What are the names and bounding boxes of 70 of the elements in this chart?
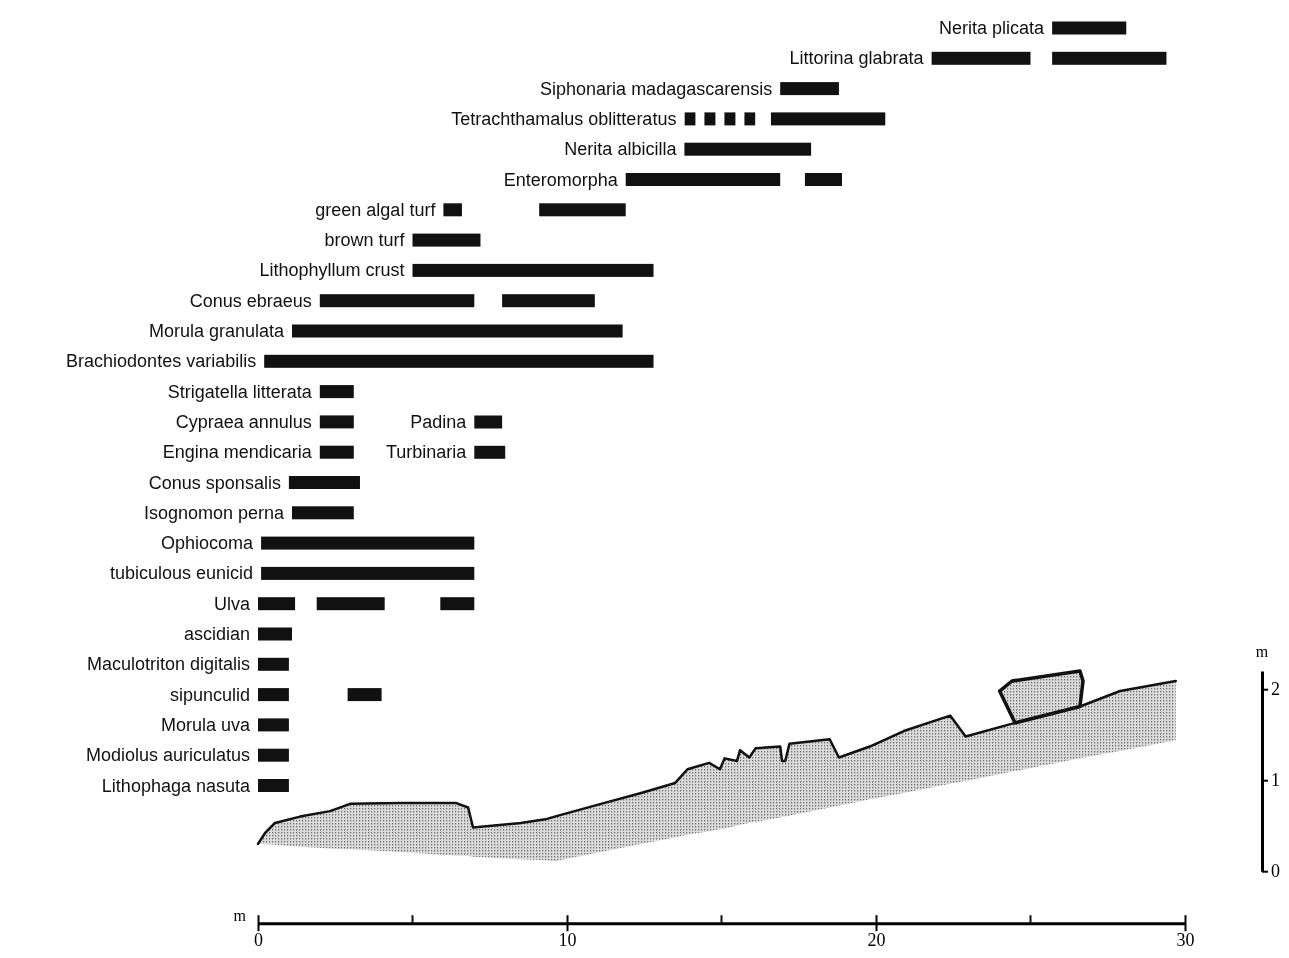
y-tick-label: brown turf xyxy=(324,230,406,251)
bar xyxy=(319,385,354,399)
y-tick-label: Conus sponsalis xyxy=(148,472,281,493)
bar xyxy=(770,112,886,126)
y-tick-label: Isognomon perna xyxy=(143,502,285,523)
y-tick-label: Lithophaga nasuta xyxy=(101,775,251,796)
y-tick-label: Modiolus auriculatus xyxy=(85,745,250,766)
bar xyxy=(804,173,843,186)
bar xyxy=(291,324,623,338)
bar xyxy=(291,506,354,520)
bar xyxy=(264,354,654,368)
y-tick-label: 2 xyxy=(1271,679,1280,700)
y-tick-label: Tetrachthamalus oblitteratus xyxy=(451,108,677,129)
y-tick-label: Ulva xyxy=(213,593,251,614)
y-tick-label: Padina xyxy=(410,411,468,432)
bar xyxy=(412,233,481,247)
bar xyxy=(319,445,354,459)
y-tick-label: Nerita albicilla xyxy=(564,139,678,160)
bar xyxy=(258,657,289,671)
y-tick-label: Turbinaria xyxy=(385,442,468,463)
bar xyxy=(258,688,289,702)
y-tick-label: Morula uva xyxy=(160,714,251,735)
y-tick-label: tubiculous eunicid xyxy=(109,563,254,584)
bar xyxy=(288,476,360,489)
x-tick-label: 20 xyxy=(867,929,886,950)
bar xyxy=(684,112,756,126)
bar xyxy=(316,597,385,611)
y-tick-label: ascidian xyxy=(183,624,250,644)
bar xyxy=(261,536,475,550)
bar xyxy=(319,294,475,308)
y-tick-label: sipunculid xyxy=(169,684,250,705)
bar xyxy=(412,263,654,277)
y-tick-label: Cypraea annulus xyxy=(175,411,312,432)
bar xyxy=(931,51,1031,65)
bar xyxy=(502,294,595,308)
bar xyxy=(1052,21,1127,35)
bar xyxy=(440,597,475,611)
bar xyxy=(684,142,812,156)
bar xyxy=(258,597,296,611)
bar xyxy=(443,203,462,217)
bar xyxy=(258,718,289,732)
y-tick-label: Strigatella litterata xyxy=(167,381,313,402)
y-tick-label: Ophiocoma xyxy=(161,533,255,554)
y-tick-label: Conus ebraeus xyxy=(189,290,312,311)
bar xyxy=(1052,51,1167,65)
y-tick-label: green algal turf xyxy=(315,199,437,220)
x-tick-label: 10 xyxy=(558,929,577,950)
y-tick-label: Lithophyllum crust xyxy=(259,260,405,281)
y-tick-label: 0 xyxy=(1271,861,1280,882)
y-tick-label: Enteromorpha xyxy=(503,169,619,190)
bar xyxy=(780,82,839,96)
x-axis-title: m xyxy=(233,907,247,925)
bar xyxy=(261,566,475,580)
bar xyxy=(258,779,289,792)
y-tick-label: Siphonaria madagascarensis xyxy=(540,78,773,99)
y-tick-label: Littorina glabrata xyxy=(789,48,925,69)
y-tick-label: Nerita plicata xyxy=(939,18,1046,38)
x-tick-label: 30 xyxy=(1176,929,1195,950)
y-tick-label: Maculotriton digitalis xyxy=(86,654,250,675)
y-tick-label: Brachiodontes variabilis xyxy=(66,351,257,372)
y-tick-label: 1 xyxy=(1271,770,1280,791)
bar xyxy=(319,415,354,429)
y-tick-label: Morula granulata xyxy=(148,321,285,341)
bar xyxy=(258,627,292,641)
y-tick-label: Engina mendicaria xyxy=(162,442,313,463)
bar xyxy=(258,748,289,762)
y-axis-title: m xyxy=(1255,642,1269,660)
bar xyxy=(625,173,781,186)
bar xyxy=(539,203,626,217)
bar xyxy=(347,688,382,702)
